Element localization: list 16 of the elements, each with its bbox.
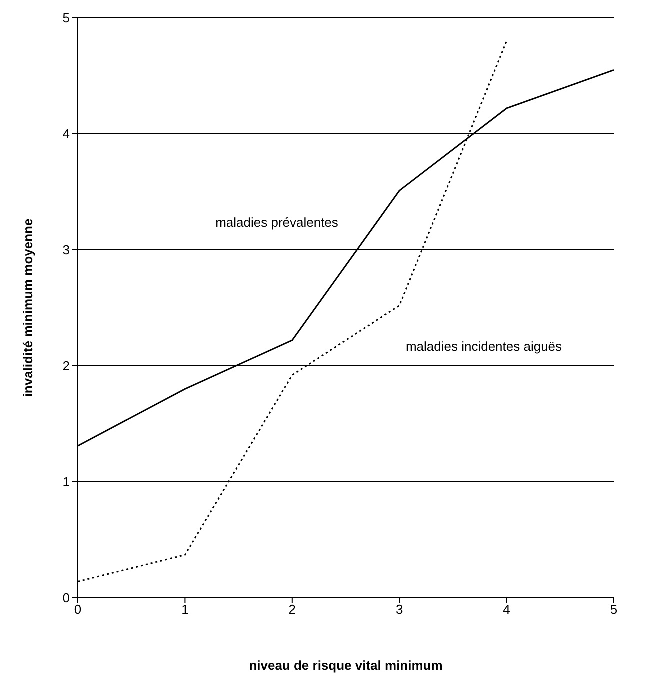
x-tick-label: 3 [396, 602, 404, 618]
y-tick-label: 4 [62, 126, 70, 142]
x-tick-label: 2 [288, 602, 296, 618]
x-tick-label: 4 [503, 602, 510, 618]
x-tick-label: 5 [610, 602, 618, 618]
y-tick-label: 2 [62, 358, 70, 374]
y-tick-label: 0 [62, 590, 70, 606]
x-tick-label: 0 [74, 602, 82, 618]
x-axis-title: niveau de risque vital minimum [249, 658, 443, 673]
y-tick-label: 1 [62, 474, 70, 490]
x-tick-label: 1 [182, 602, 189, 618]
y-tick-label: 3 [62, 242, 70, 258]
text: maladies prévalentes [216, 215, 338, 230]
text: maladies incidentes aiguës [406, 339, 562, 354]
y-axis-title: invalidité minimum moyenne [20, 218, 36, 398]
y-tick-label: 5 [62, 10, 70, 26]
